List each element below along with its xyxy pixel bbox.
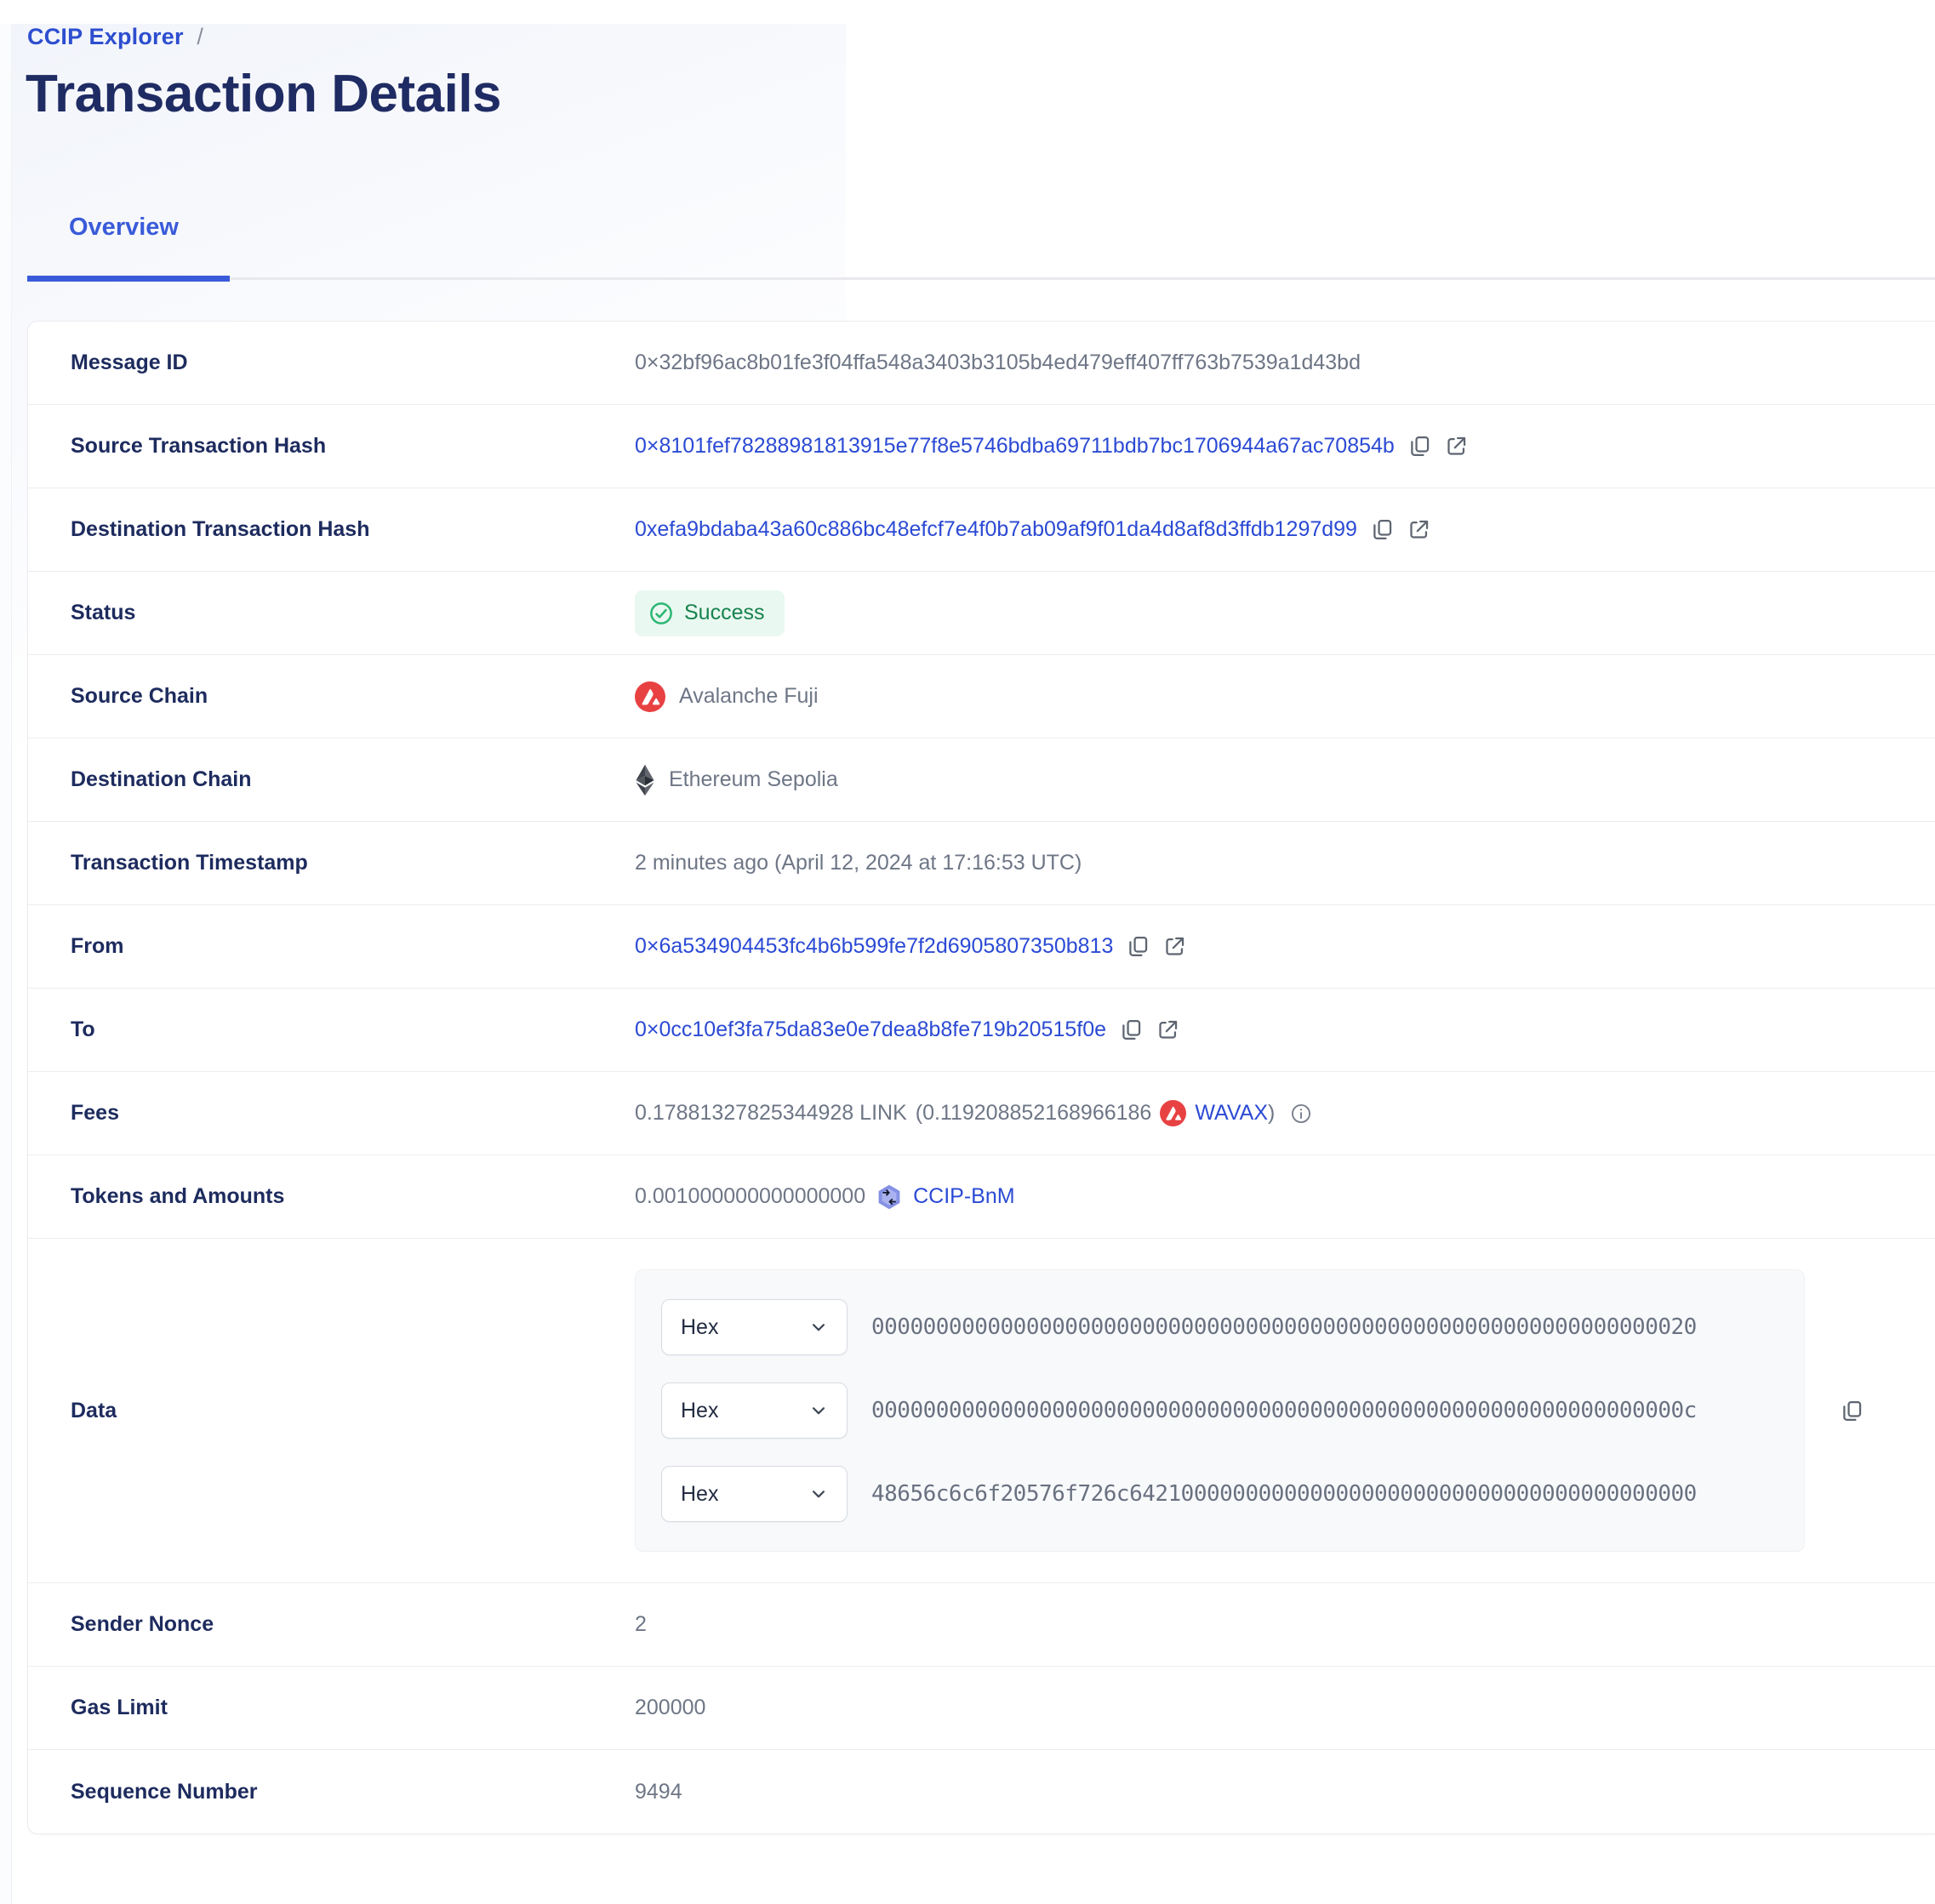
sequence-number-label: Sequence Number (71, 1779, 258, 1804)
sequence-number-value: 9494 (635, 1779, 682, 1804)
tab-overview[interactable]: Overview (69, 214, 179, 241)
data-hex-value: 0000000000000000000000000000000000000000… (871, 1398, 1697, 1423)
table-row-tokens: Tokens and Amounts 0.001000000000000000 … (28, 1155, 1935, 1239)
table-row-sequence-number: Sequence Number 9494 (28, 1750, 1935, 1833)
dest-chain-label: Destination Chain (71, 767, 252, 791)
data-hex-line: Hex 48656c6c6f20576f726c6421000000000000… (661, 1466, 1778, 1522)
wavax-link[interactable]: WAVAX (1195, 1101, 1269, 1125)
from-label: From (71, 934, 124, 958)
dest-tx-hash-link[interactable]: 0xefa9bdaba43a60c886bc48efcf7e4f0b7ab09a… (635, 517, 1357, 541)
table-row-timestamp: Transaction Timestamp 2 minutes ago (Apr… (28, 822, 1935, 905)
data-format-select[interactable]: Hex (661, 1382, 848, 1439)
sender-nonce-value: 2 (635, 1612, 647, 1636)
external-link-icon[interactable] (1445, 435, 1468, 458)
table-row-status: Status Success (28, 572, 1935, 655)
table-row-fees: Fees 0.17881327825344928 LINK (0.1192088… (28, 1072, 1935, 1155)
copy-icon[interactable] (1120, 1018, 1143, 1041)
gas-limit-label: Gas Limit (71, 1696, 168, 1719)
data-label: Data (71, 1398, 117, 1422)
avalanche-icon (635, 681, 665, 712)
chevron-down-icon (812, 1491, 825, 1498)
table-row-source-chain: Source Chain Avalanche Fuji (28, 655, 1935, 738)
external-link-icon[interactable] (1407, 518, 1430, 541)
table-row-gas-limit: Gas Limit 200000 (28, 1667, 1935, 1750)
data-format-select[interactable]: Hex (661, 1466, 848, 1522)
tab-bar: Overview (0, 214, 1935, 282)
ccip-bnm-link[interactable]: CCIP-BnM (913, 1184, 1015, 1208)
page-left-edge (0, 24, 12, 1904)
data-hex-value: 0000000000000000000000000000000000000000… (871, 1314, 1697, 1340)
data-hex-line: Hex 000000000000000000000000000000000000… (661, 1299, 1778, 1355)
breadcrumb-ccip-explorer-link[interactable]: CCIP Explorer (27, 24, 184, 49)
source-tx-hash-label: Source Transaction Hash (71, 434, 327, 458)
data-hex-value: 48656c6c6f20576f726c64210000000000000000… (871, 1481, 1697, 1507)
tokens-amount: 0.001000000000000000 (635, 1184, 866, 1208)
breadcrumb-separator: / (197, 24, 204, 49)
data-hex-box: Hex 000000000000000000000000000000000000… (635, 1269, 1805, 1552)
tokens-label: Tokens and Amounts (71, 1184, 285, 1208)
copy-icon[interactable] (1841, 1399, 1864, 1422)
timestamp-value: 2 minutes ago (April 12, 2024 at 17:16:5… (635, 851, 1082, 875)
fees-paren-close: ) (1268, 1101, 1276, 1125)
status-badge: Success (635, 590, 785, 636)
gas-limit-value: 200000 (635, 1696, 706, 1719)
table-row-from: From 0×6a534904453fc4b6b599fe7f2d6905807… (28, 905, 1935, 989)
table-row-source-tx-hash: Source Transaction Hash 0×8101fef7828898… (28, 405, 1935, 488)
copy-icon[interactable] (1408, 435, 1431, 458)
info-icon[interactable] (1290, 1103, 1312, 1125)
from-address-link[interactable]: 0×6a534904453fc4b6b599fe7f2d6905807350b8… (635, 934, 1114, 958)
table-row-dest-tx-hash: Destination Transaction Hash 0xefa9bdaba… (28, 488, 1935, 572)
sender-nonce-label: Sender Nonce (71, 1612, 214, 1636)
dest-chain-value: Ethereum Sepolia (669, 767, 838, 791)
message-id-value: 0×32bf96ac8b01fe3f04ffa548a3403b3105b4ed… (635, 351, 1361, 374)
status-badge-text: Success (684, 601, 765, 624)
chevron-down-icon (812, 1407, 825, 1415)
table-row-data: Data Hex 0000000000000000000000000000000… (28, 1239, 1935, 1583)
avalanche-icon (1160, 1100, 1187, 1126)
ccip-token-icon (878, 1184, 900, 1209)
fees-link-amount: 0.17881327825344928 LINK (635, 1101, 907, 1125)
transaction-details-page: CCIP Explorer / Transaction Details Over… (0, 24, 1935, 1834)
tab-baseline (27, 277, 1935, 280)
chevron-down-icon (812, 1324, 825, 1331)
data-hex-line: Hex 000000000000000000000000000000000000… (661, 1382, 1778, 1439)
ethereum-icon (636, 764, 654, 795)
table-row-message-id: Message ID 0×32bf96ac8b01fe3f04ffa548a34… (28, 322, 1935, 405)
source-chain-value: Avalanche Fuji (679, 684, 819, 708)
message-id-label: Message ID (71, 351, 188, 374)
transaction-details-card: Message ID 0×32bf96ac8b01fe3f04ffa548a34… (27, 321, 1935, 1834)
status-label: Status (71, 601, 136, 624)
source-chain-label: Source Chain (71, 684, 208, 708)
data-format-select-value: Hex (681, 1314, 719, 1339)
check-circle-icon (650, 601, 672, 624)
data-format-select-value: Hex (681, 1398, 719, 1422)
fees-converted-open: (0.119208852168966186 (915, 1101, 1152, 1125)
timestamp-label: Transaction Timestamp (71, 851, 308, 875)
dest-tx-hash-label: Destination Transaction Hash (71, 517, 370, 541)
data-format-select[interactable]: Hex (661, 1299, 848, 1355)
data-format-select-value: Hex (681, 1481, 719, 1506)
to-label: To (71, 1018, 95, 1041)
breadcrumb: CCIP Explorer / (27, 24, 1935, 49)
copy-icon[interactable] (1371, 518, 1394, 541)
source-tx-hash-link[interactable]: 0×8101fef78288981813915e77f8e5746bdba697… (635, 434, 1395, 458)
fees-label: Fees (71, 1101, 119, 1125)
page-title: Transaction Details (26, 65, 502, 123)
table-row-dest-chain: Destination Chain Ethereum Sepolia (28, 738, 1935, 822)
table-row-to: To 0×0cc10ef3fa75da83e0e7dea8b8fe719b205… (28, 989, 1935, 1072)
tab-active-indicator (27, 276, 230, 282)
table-row-sender-nonce: Sender Nonce 2 (28, 1583, 1935, 1667)
to-address-link[interactable]: 0×0cc10ef3fa75da83e0e7dea8b8fe719b20515f… (635, 1018, 1107, 1041)
copy-icon[interactable] (1127, 935, 1150, 958)
external-link-icon[interactable] (1163, 935, 1186, 958)
external-link-icon[interactable] (1156, 1018, 1179, 1041)
